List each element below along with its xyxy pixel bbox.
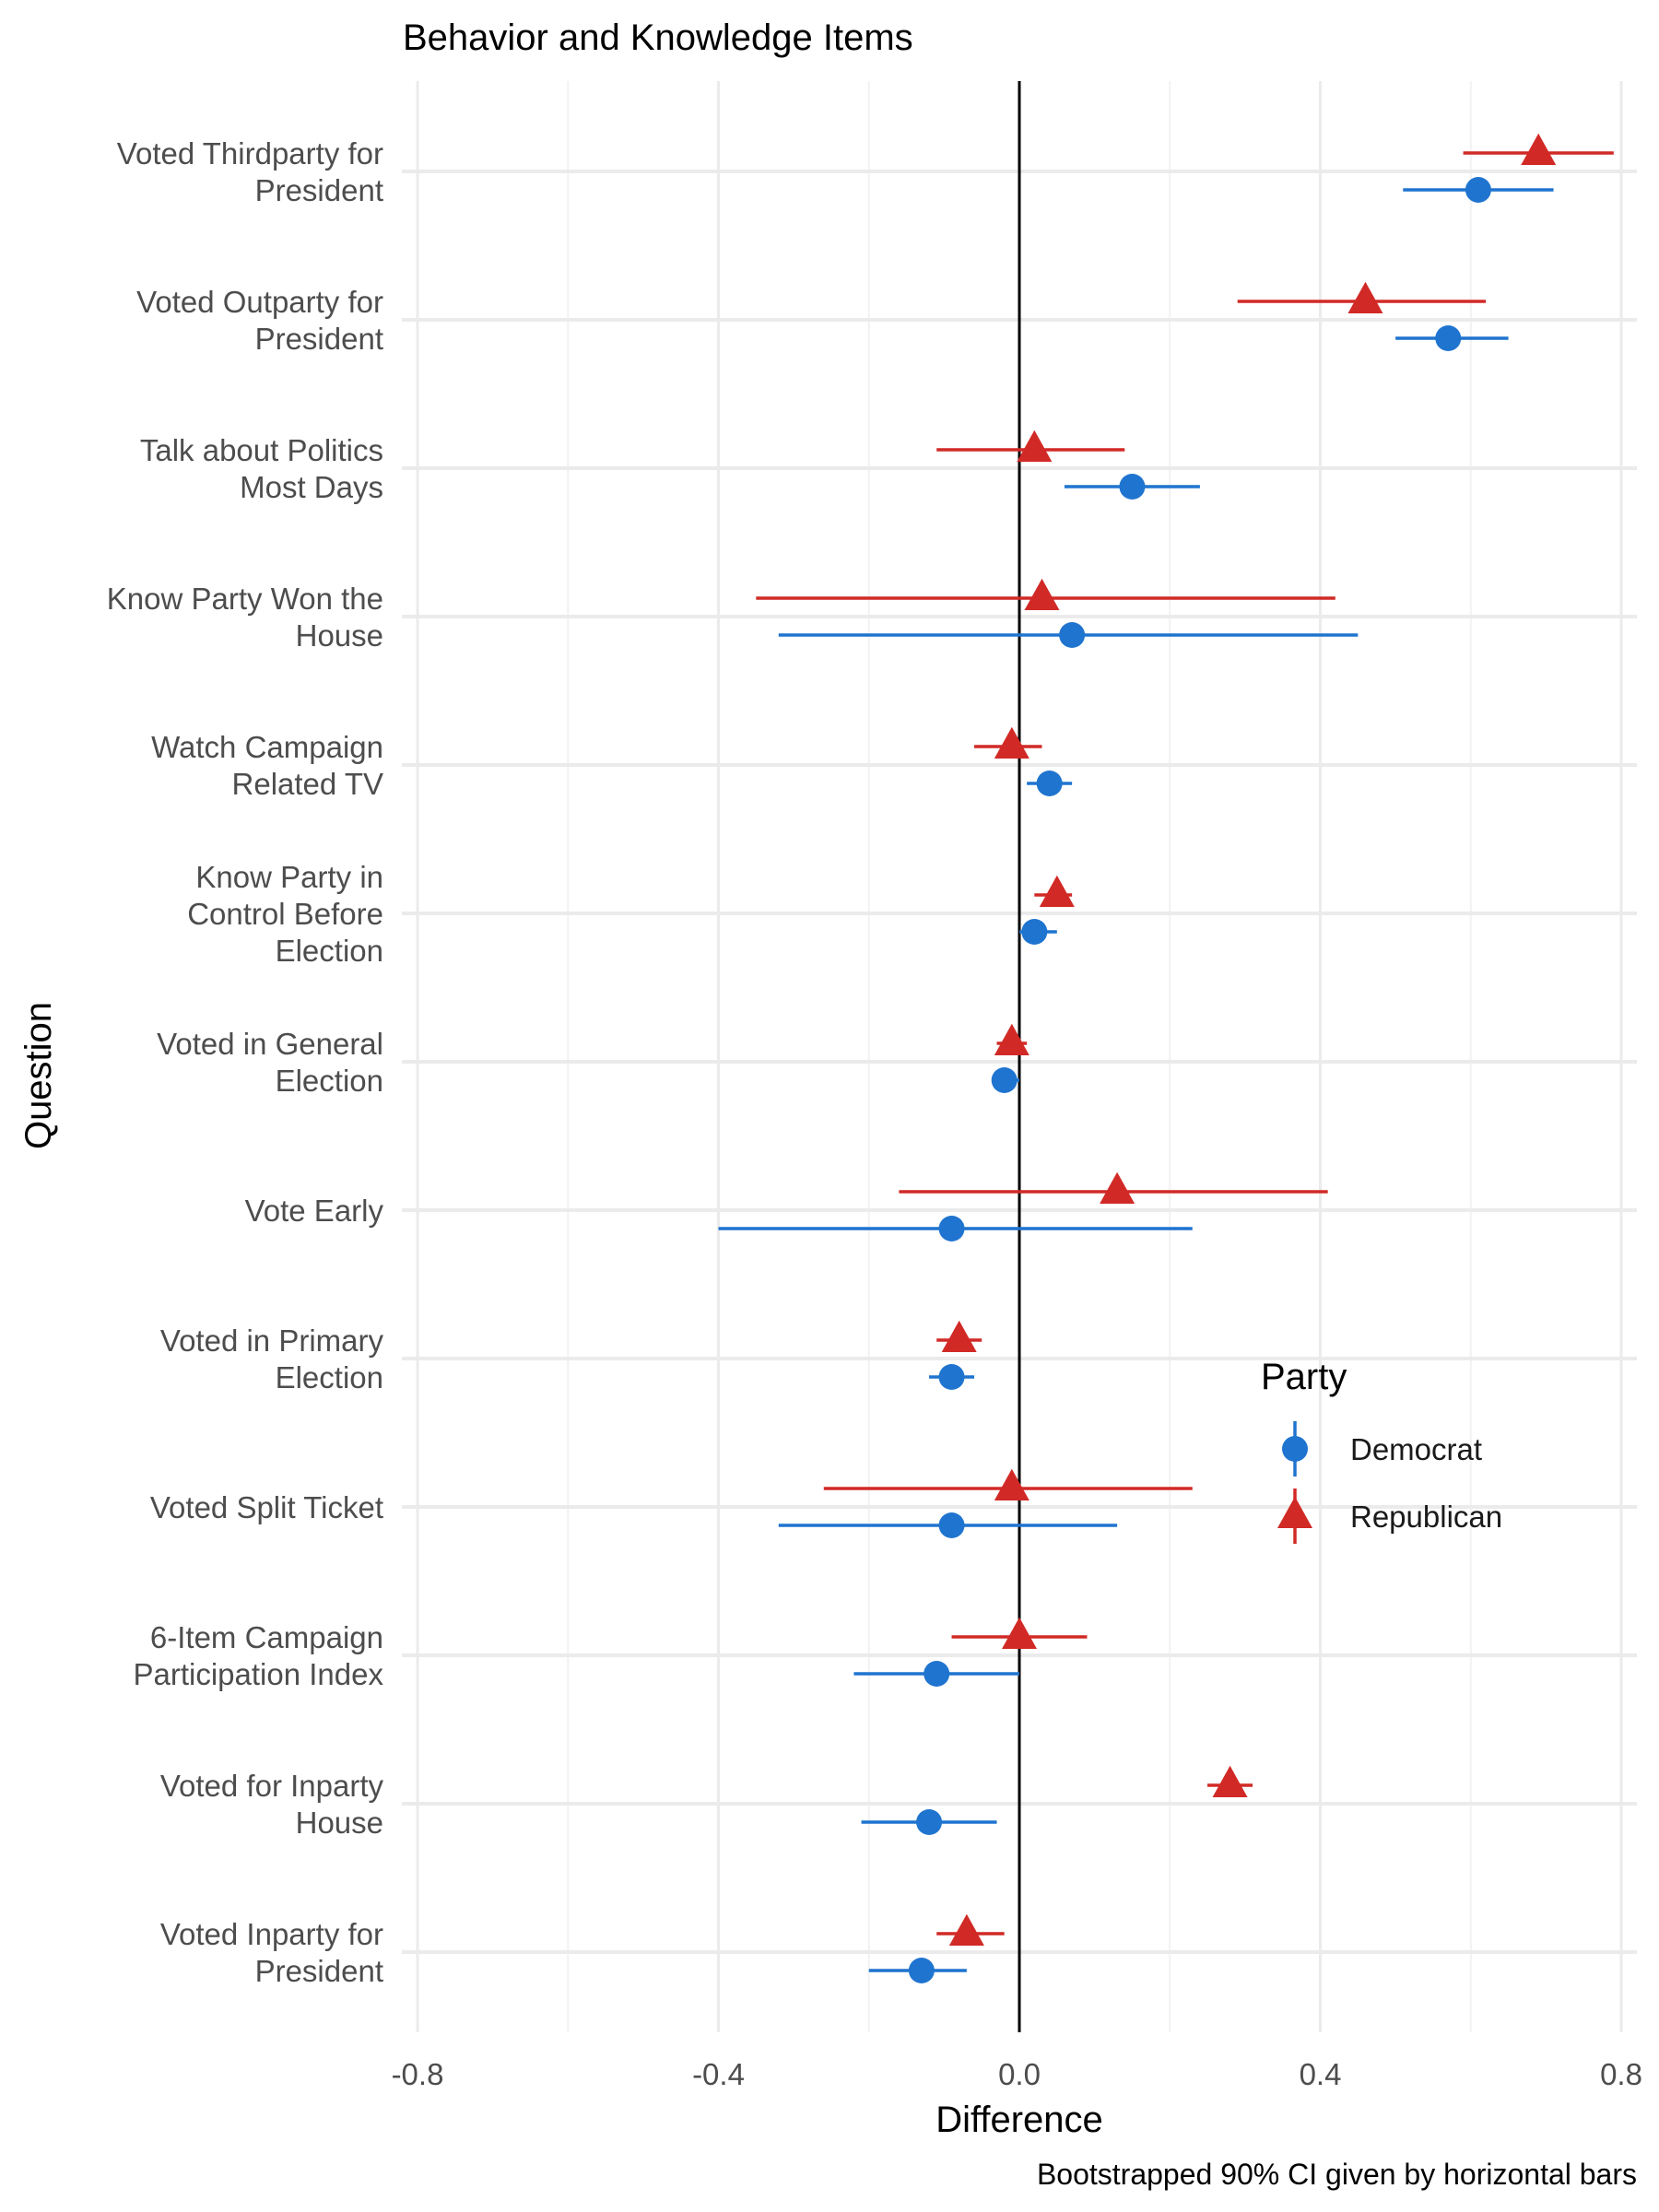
y-tick-label: Know Party Won the House	[107, 582, 383, 653]
y-tick-label: 6-Item Campaign Participation Index	[134, 1620, 384, 1691]
democrat-point	[1021, 919, 1048, 945]
x-tick-label: 0.8	[1600, 2057, 1642, 2091]
minor-gridlines	[567, 81, 1472, 2032]
republican-point	[1002, 1617, 1037, 1649]
democrat-point	[938, 1216, 965, 1241]
x-axis-title: Difference	[935, 2100, 1103, 2140]
republican-point	[1347, 281, 1383, 313]
y-tick-label: Watch Campaign Related TV	[151, 730, 383, 801]
republican-point	[1212, 1765, 1248, 1797]
democrat-point	[908, 1958, 935, 1983]
y-tick-label: Voted in Primary Election	[160, 1324, 384, 1394]
democrat-point	[938, 1512, 965, 1538]
democrat-point	[916, 1809, 943, 1835]
y-tick-label: Voted Outparty for President	[136, 285, 383, 356]
legend-label-democrat: Democrat	[1350, 1432, 1482, 1466]
x-tick-label: 0.0	[998, 2057, 1041, 2091]
y-tick-label: Voted Split Ticket	[150, 1490, 383, 1524]
republican-point	[994, 1468, 1030, 1500]
legend-label-republican: Republican	[1350, 1500, 1502, 1534]
chart-caption: Bootstrapped 90% CI given by horizontal …	[1037, 2158, 1637, 2191]
x-tick-labels: -0.8 -0.4 0.0 0.4 0.8	[392, 2057, 1642, 2091]
y-tick-label: Vote Early	[245, 1194, 384, 1228]
legend-key-republican	[1277, 1496, 1312, 1528]
y-tick-label: Talk about Politics Most Days	[140, 433, 383, 504]
legend: Party Democrat Republican	[1261, 1357, 1502, 1544]
x-tick-label: -0.8	[392, 2057, 444, 2091]
data-marks	[718, 133, 1614, 1983]
legend-title: Party	[1261, 1357, 1347, 1397]
republican-point	[994, 726, 1030, 759]
x-tick-label: -0.4	[692, 2057, 745, 2091]
x-tick-label: 0.4	[1300, 2057, 1342, 2091]
legend-key-democrat	[1282, 1436, 1308, 1462]
democrat-point	[938, 1364, 965, 1390]
democrat-point	[1036, 771, 1063, 796]
democrat-point	[1465, 177, 1491, 203]
y-tick-label: Voted Inparty for President	[160, 1917, 383, 1988]
y-axis-title: Question	[18, 1002, 59, 1149]
republican-point	[994, 1023, 1030, 1055]
democrat-point	[991, 1067, 1018, 1093]
republican-point	[948, 1913, 984, 1946]
y-tick-label: Voted in General Election	[157, 1027, 383, 1098]
chart-title: Behavior and Knowledge Items	[403, 18, 913, 58]
democrat-point	[924, 1661, 950, 1687]
republican-point	[1100, 1171, 1135, 1204]
y-tick-label: Voted Thirdparty for President	[117, 136, 383, 207]
y-tick-labels: Voted Thirdparty for President Voted Outpa…	[107, 136, 384, 1988]
republican-point	[1521, 133, 1557, 165]
democrat-point	[1119, 474, 1146, 500]
democrat-point	[1435, 325, 1462, 351]
republican-point	[1039, 875, 1075, 907]
y-tick-label: Voted for Inparty House	[160, 1769, 384, 1840]
republican-point	[1024, 578, 1060, 610]
republican-point	[1017, 429, 1053, 462]
y-tick-label: Know Party in Control Before Election	[187, 860, 383, 968]
democrat-point	[1059, 622, 1086, 648]
republican-point	[941, 1320, 977, 1352]
